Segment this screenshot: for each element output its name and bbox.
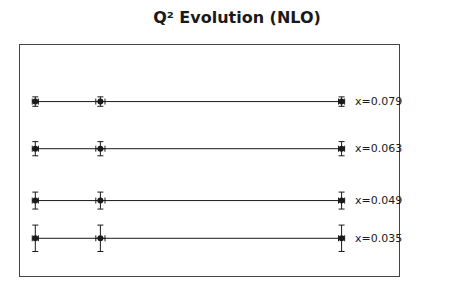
svg-text:x=0.063: x=0.063 [355,142,402,155]
svg-text:Q² Evolution (NLO): Q² Evolution (NLO) [153,8,321,27]
svg-text:x=0.035: x=0.035 [355,232,402,245]
svg-text:x=0.079: x=0.079 [355,95,402,108]
svg-text:x=0.049: x=0.049 [355,194,402,207]
